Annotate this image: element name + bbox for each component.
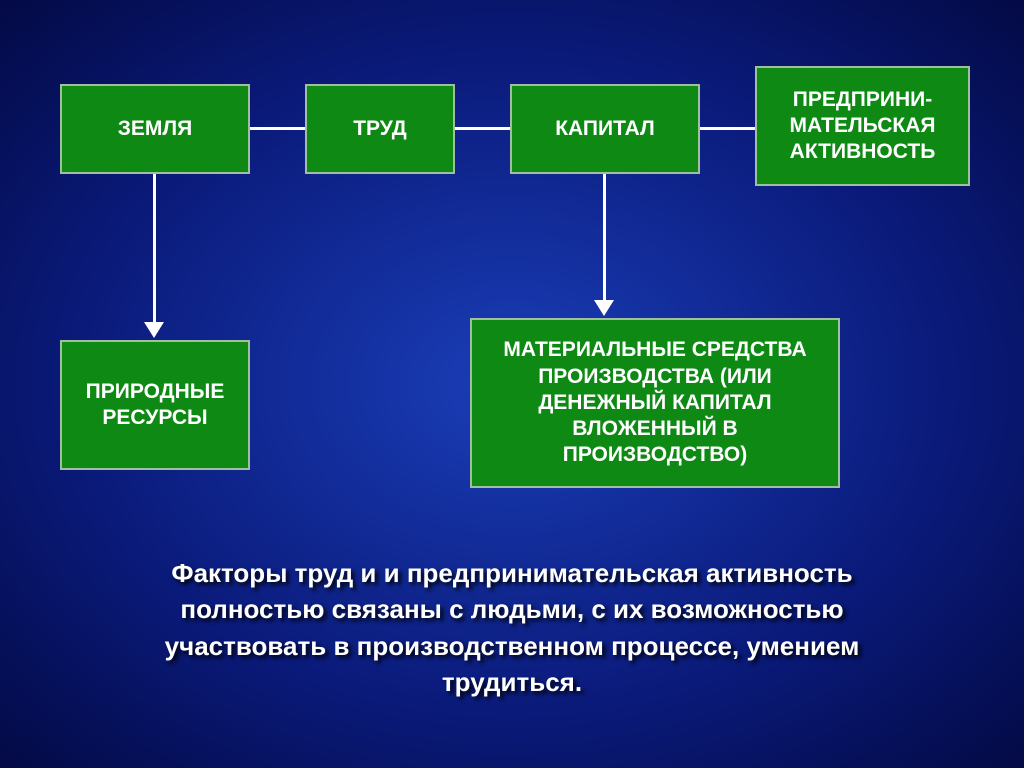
node-prirodnye-label: ПРИРОДНЫЕРЕСУРСЫ [86,379,225,432]
edge-kapital-material-line [603,174,606,302]
edge-kapital-predprin [700,127,755,130]
node-predprin: ПРЕДПРИНИ-МАТЕЛЬСКАЯАКТИВНОСТЬ [755,66,970,186]
node-prirodnye: ПРИРОДНЫЕРЕСУРСЫ [60,340,250,470]
node-kapital-label: КАПИТАЛ [555,116,655,142]
caption-line-2: участвовать в производственном процессе,… [80,628,944,664]
node-material-label: МАТЕРИАЛЬНЫЕ СРЕДСТВАПРОИЗВОДСТВА (ИЛИДЕ… [503,337,806,468]
caption: Факторы труд и и предпринимательская акт… [80,555,944,701]
node-trud: ТРУД [305,84,455,174]
caption-line-1: полностью связаны с людьми, с их возможн… [80,591,944,627]
edge-kapital-material-arrow [594,300,614,316]
edge-zemlya-prirodnye-line [153,174,156,324]
node-kapital: КАПИТАЛ [510,84,700,174]
node-predprin-label: ПРЕДПРИНИ-МАТЕЛЬСКАЯАКТИВНОСТЬ [790,87,936,166]
node-zemlya: ЗЕМЛЯ [60,84,250,174]
node-zemlya-label: ЗЕМЛЯ [118,116,192,142]
caption-line-3: трудиться. [80,664,944,700]
slide-root: ЗЕМЛЯ ТРУД КАПИТАЛ ПРЕДПРИНИ-МАТЕЛЬСКАЯА… [0,0,1024,768]
node-trud-label: ТРУД [353,116,407,142]
edge-trud-kapital [455,127,510,130]
caption-line-0: Факторы труд и и предпринимательская акт… [80,555,944,591]
edge-zemlya-prirodnye-arrow [144,322,164,338]
node-material: МАТЕРИАЛЬНЫЕ СРЕДСТВАПРОИЗВОДСТВА (ИЛИДЕ… [470,318,840,488]
edge-zemlya-trud [250,127,305,130]
